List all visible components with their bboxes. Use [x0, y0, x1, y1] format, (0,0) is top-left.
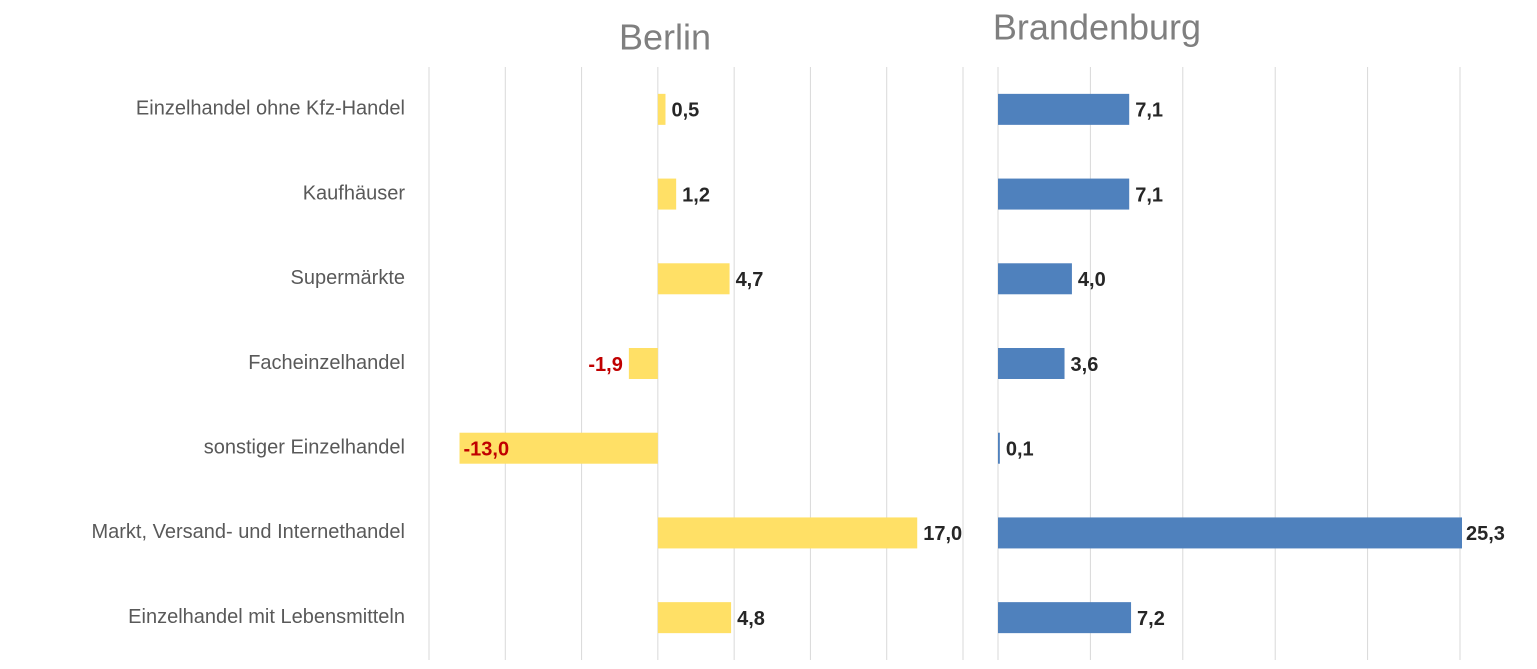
- category-label: Einzelhandel ohne Kfz-Handel: [136, 98, 405, 120]
- bar: [998, 517, 1462, 549]
- value-label: -1,9: [588, 354, 622, 376]
- bar: [998, 348, 1065, 379]
- bar: [657, 178, 677, 210]
- value-label: 25,3: [1466, 523, 1505, 545]
- bar: [657, 93, 666, 125]
- panel-title: Berlin: [619, 17, 711, 58]
- category-label: sonstiger Einzelhandel: [204, 436, 405, 458]
- category-label: Einzelhandel mit Lebensmitteln: [128, 606, 405, 628]
- value-label: 17,0: [923, 523, 962, 545]
- bars: [459, 93, 918, 634]
- value-label: -13,0: [464, 438, 510, 460]
- category-label: Facheinzelhandel: [248, 352, 405, 374]
- bar: [657, 517, 918, 549]
- bar: [998, 602, 1132, 634]
- value-label: 3,6: [1071, 354, 1099, 376]
- category-label: Markt, Versand- und Internethandel: [91, 521, 405, 543]
- bar: [998, 178, 1130, 210]
- value-label: 4,0: [1078, 269, 1106, 291]
- value-label: 7,2: [1137, 608, 1165, 630]
- category-label: Supermärkte: [291, 267, 406, 289]
- value-label: 1,2: [682, 184, 710, 206]
- bar: [459, 432, 658, 464]
- value-label: 0,1: [1006, 438, 1034, 460]
- bar: [998, 93, 1130, 125]
- bar: [628, 348, 658, 379]
- category-label: Kaufhäuser: [303, 182, 406, 204]
- bar: [998, 263, 1072, 295]
- bar: [657, 263, 730, 295]
- value-label: 4,8: [737, 608, 765, 630]
- bars: [998, 93, 1462, 634]
- bar: [657, 602, 732, 634]
- value-label: 4,7: [736, 269, 764, 291]
- panel-title: Brandenburg: [993, 7, 1201, 48]
- value-label: 0,5: [671, 100, 699, 122]
- bar: [998, 432, 1000, 464]
- value-label: 7,1: [1135, 100, 1163, 122]
- value-label: 7,1: [1135, 184, 1163, 206]
